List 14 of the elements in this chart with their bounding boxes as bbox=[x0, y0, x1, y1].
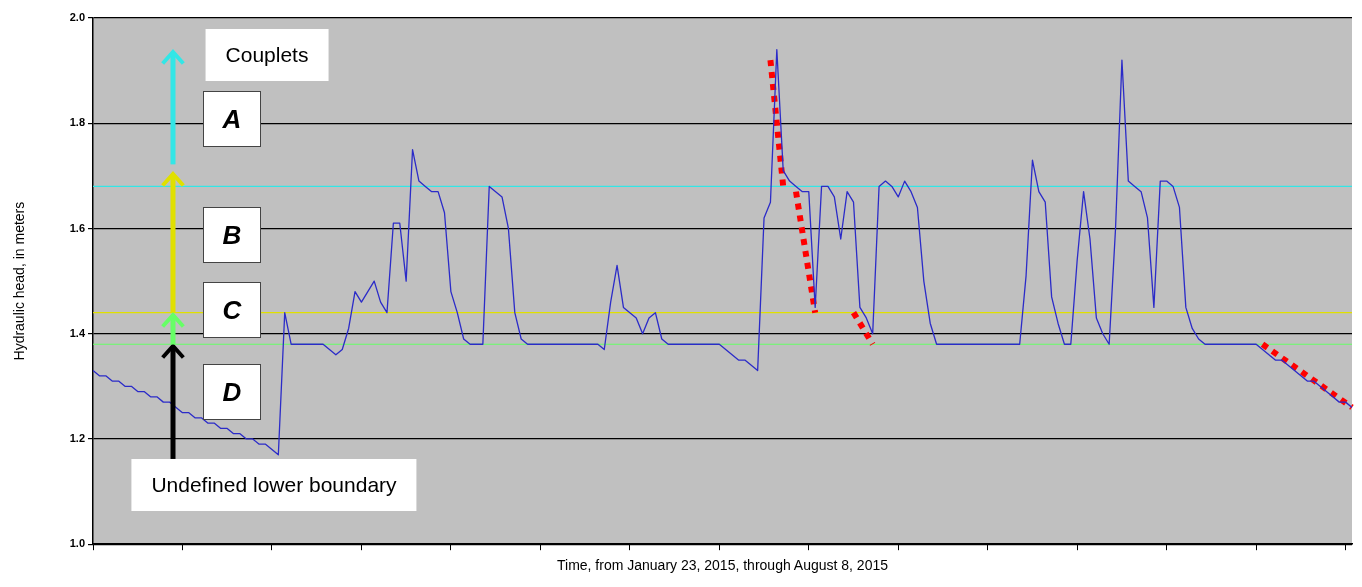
y-tick-label: 1.2 bbox=[69, 431, 85, 444]
annotation: Couplets bbox=[205, 29, 329, 81]
y-tick-label: 1.0 bbox=[69, 537, 85, 550]
y-tick-label: 1.4 bbox=[69, 326, 86, 339]
annotation: Undefined lower boundary bbox=[131, 459, 417, 511]
annotation: D bbox=[203, 364, 261, 420]
annotation: A bbox=[203, 91, 261, 147]
annotation: B bbox=[203, 207, 261, 263]
annotation: C bbox=[203, 282, 261, 338]
x-axis-title: Time, from January 23, 2015, through August 8, 2015 bbox=[556, 557, 889, 574]
y-tick-label: 1.6 bbox=[69, 221, 85, 234]
y-axis-title: Hydraulic head, in meters bbox=[11, 201, 28, 361]
y-tick-label: 1.8 bbox=[69, 116, 85, 129]
y-tick-label: 2.0 bbox=[69, 11, 85, 24]
